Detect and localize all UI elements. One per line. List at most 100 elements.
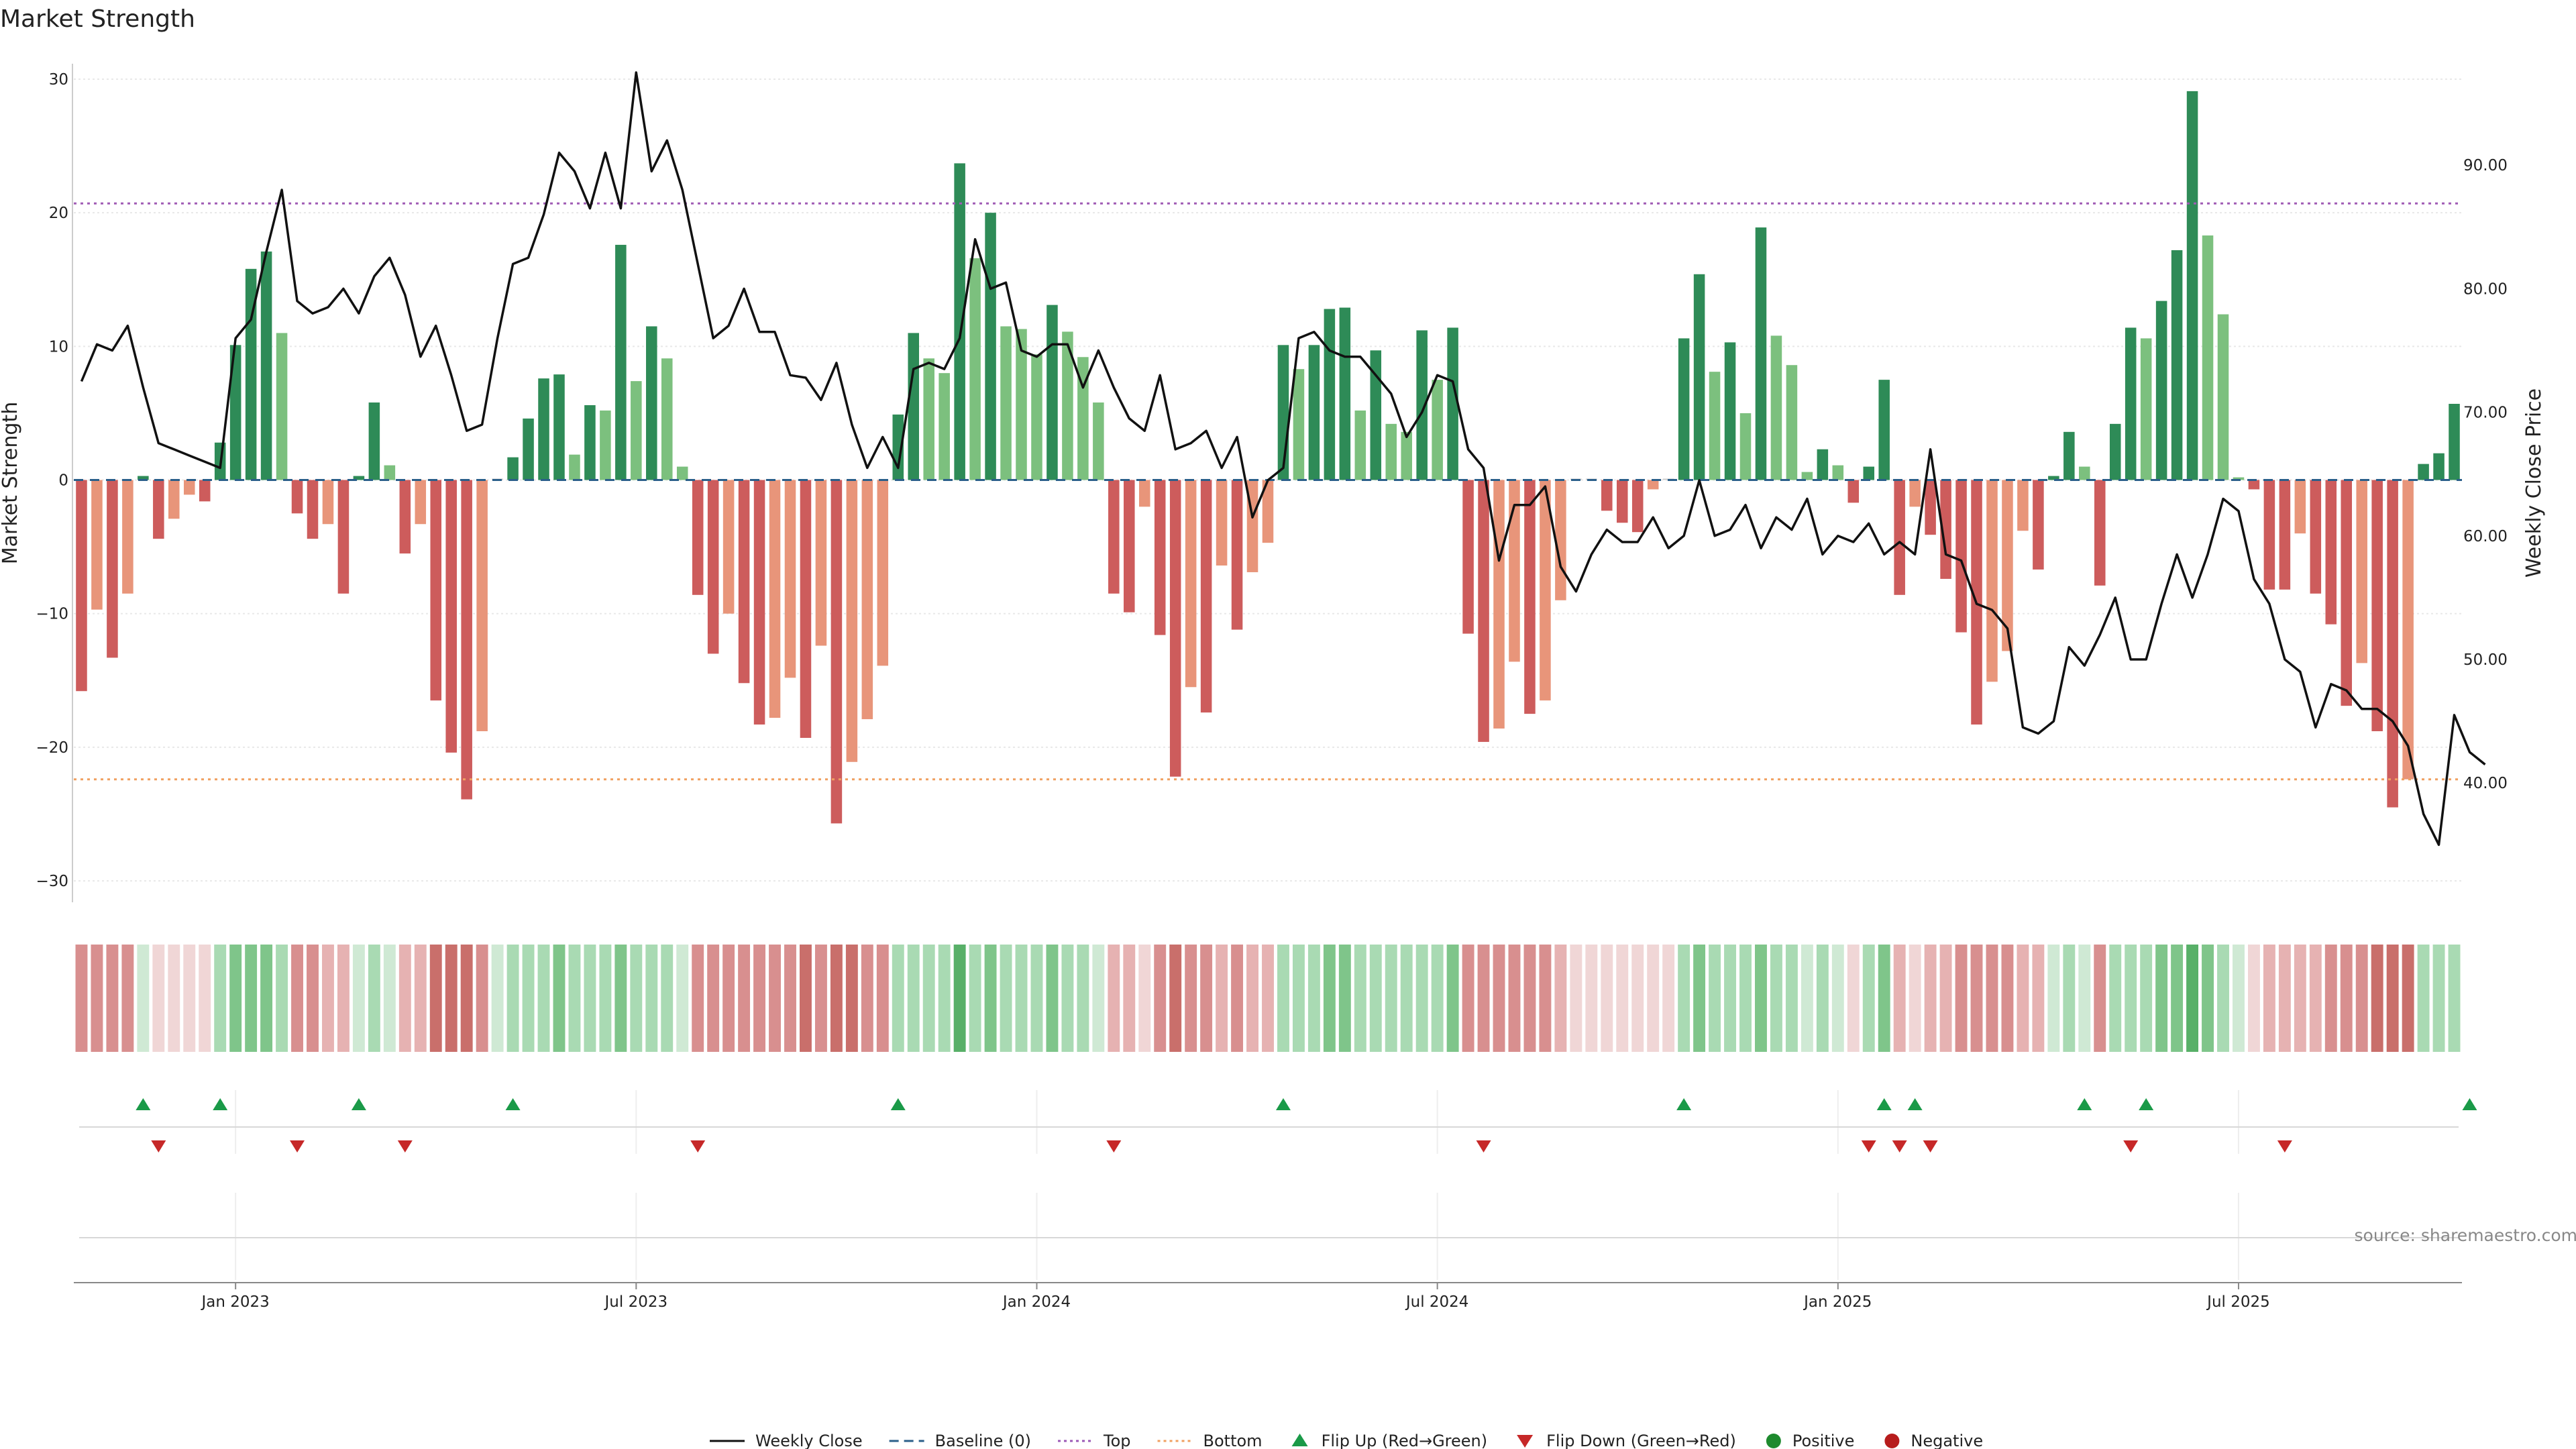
strength-bar	[2094, 480, 2106, 586]
strip-cell	[1601, 945, 1613, 1052]
strength-bar	[107, 480, 118, 658]
flip-down-marker	[151, 1140, 166, 1152]
strength-bar	[1185, 480, 1197, 688]
strength-bar	[2033, 480, 2044, 570]
strength-bar	[1894, 480, 1905, 595]
strip-cell	[2063, 945, 2076, 1052]
legend-label: Bottom	[1203, 1432, 1263, 1449]
strength-bar	[1447, 327, 1458, 480]
strength-bar	[753, 480, 765, 725]
strength-bar	[1770, 335, 1782, 480]
strip-cell	[1678, 945, 1690, 1052]
strength-bar	[1216, 480, 1228, 566]
strip-cell	[322, 945, 334, 1052]
y2-tick-label: 40.00	[2463, 775, 2508, 792]
strength-bar	[2063, 431, 2075, 480]
strip-cell	[800, 945, 812, 1052]
strength-bar	[969, 258, 981, 480]
strip-cell	[2094, 945, 2106, 1052]
strength-bar	[76, 480, 87, 692]
strip-cell	[2263, 945, 2275, 1052]
strength-bar	[923, 358, 934, 480]
strength-bar	[260, 251, 272, 480]
strength-bar	[2048, 476, 2059, 480]
source-note: source: sharemaestro.com	[2355, 1226, 2576, 1245]
strength-bar	[830, 480, 843, 824]
strip-cell	[645, 945, 658, 1052]
strip-cell	[861, 945, 873, 1052]
strip-cell	[368, 945, 380, 1052]
strip-cell	[1446, 945, 1459, 1052]
strip-cell	[599, 945, 612, 1052]
strength-bar	[661, 358, 673, 480]
legend-label: Top	[1103, 1432, 1131, 1449]
strength-bar	[861, 480, 873, 720]
strength-bar	[877, 480, 889, 666]
strength-bar	[291, 480, 303, 514]
strip-cell	[845, 945, 858, 1052]
flip-down-marker	[1923, 1140, 1938, 1152]
strip-cell	[2233, 945, 2245, 1052]
strip-cell	[584, 945, 596, 1052]
strength-bar	[800, 480, 812, 738]
strip-cell	[491, 945, 504, 1052]
strength-bar	[2140, 338, 2152, 480]
y-tick-label: −10	[36, 606, 68, 623]
strength-bar	[1786, 365, 1798, 480]
legend-item: Flip Up (Red→Green)	[1291, 1432, 1488, 1449]
flip-down-marker	[290, 1140, 305, 1152]
strip-cell	[1847, 945, 1860, 1052]
strip-cell	[2125, 945, 2137, 1052]
strength-bar	[1493, 480, 1505, 729]
weekly-close-layer	[80, 71, 2486, 847]
strip-cell	[2186, 945, 2199, 1052]
strip-cell	[429, 945, 442, 1052]
flip-down-marker	[1476, 1140, 1491, 1152]
strength-bar	[2155, 301, 2167, 480]
strip-cell	[2278, 945, 2291, 1052]
strip-cell	[692, 945, 704, 1052]
strength-bar	[1138, 480, 1150, 507]
strip-cell	[1570, 945, 1582, 1052]
strip-cell	[1662, 945, 1675, 1052]
strip-cell	[1415, 945, 1428, 1052]
strip-cell	[1785, 945, 1798, 1052]
strength-bar	[2109, 423, 2121, 480]
strip-cell	[337, 945, 350, 1052]
flip-up-marker	[890, 1098, 906, 1110]
strength-bar	[1801, 472, 1813, 480]
strength-bar	[1077, 357, 1089, 480]
strength-bar	[153, 480, 164, 539]
strip-cell	[1092, 945, 1105, 1052]
strength-bar	[1462, 480, 1474, 634]
strength-bar	[122, 480, 133, 594]
strength-bar	[1416, 330, 1428, 480]
strength-bar	[738, 480, 750, 684]
strength-bar	[430, 480, 442, 701]
strength-bar	[2279, 480, 2291, 590]
strip-cell	[1893, 945, 1906, 1052]
strength-bar	[1154, 480, 1166, 635]
legend-item: Negative	[1884, 1432, 1983, 1449]
strip-cell	[1169, 945, 1182, 1052]
flip-up-marker	[213, 1098, 228, 1110]
strip-cell	[2155, 945, 2168, 1052]
strength-bar	[1601, 480, 1613, 511]
strength-bar	[1108, 480, 1120, 594]
strength-bar	[199, 480, 211, 502]
strength-bar	[1878, 380, 1890, 480]
legend-label: Flip Up (Red→Green)	[1322, 1432, 1488, 1449]
strength-bar	[507, 457, 519, 480]
strength-bar	[1262, 480, 1274, 543]
strength-bar	[676, 466, 688, 480]
y2-tick-label: 80.00	[2463, 280, 2508, 298]
strength-bar	[2079, 466, 2090, 480]
strip-cell	[969, 945, 981, 1052]
strip-cell	[1400, 945, 1413, 1052]
strength-bar	[1863, 466, 1875, 480]
strength-bar	[938, 373, 950, 480]
strip-cell	[1077, 945, 1089, 1052]
strip-cell	[1523, 945, 1536, 1052]
strength-bar	[353, 476, 365, 480]
strength-bar	[2433, 453, 2445, 480]
